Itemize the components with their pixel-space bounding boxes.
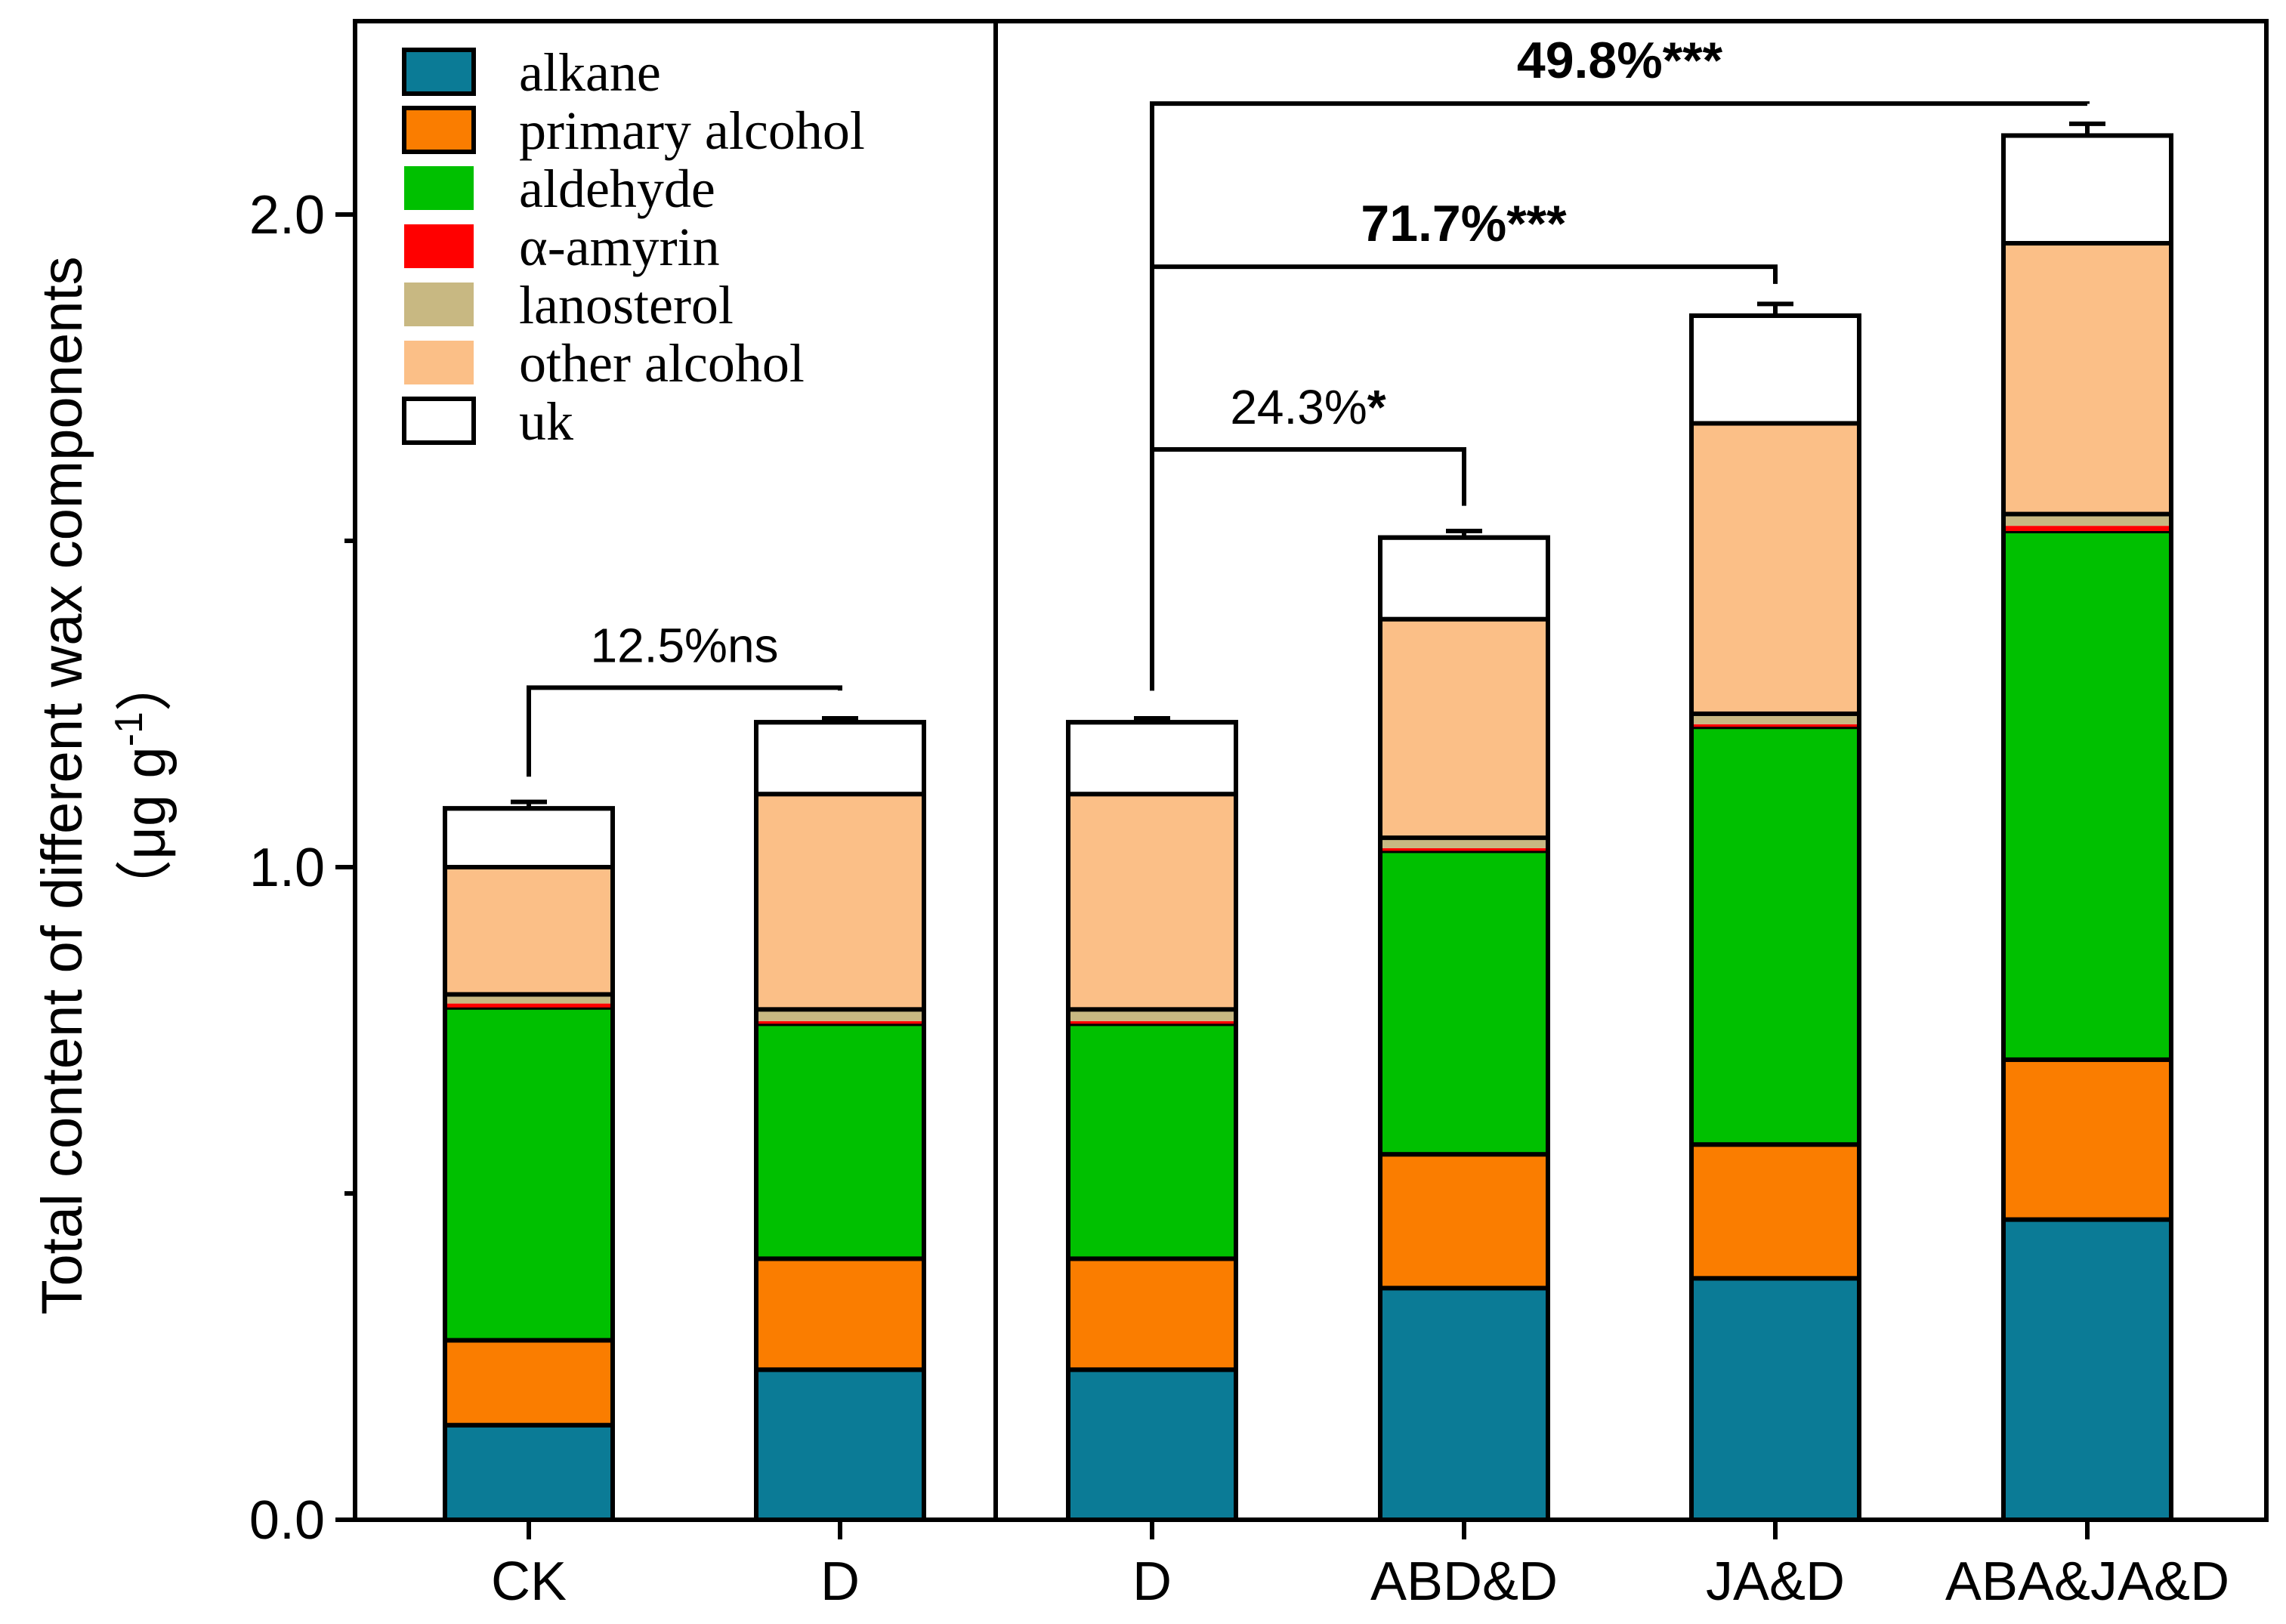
bracket-label-3: 49.8%*** bbox=[1517, 32, 1723, 89]
bracket-stars-3: *** bbox=[1663, 32, 1723, 89]
bar-segment-lanosterol-4 bbox=[1691, 713, 1859, 724]
legend-swatch-3 bbox=[404, 224, 474, 268]
bar-segment-otheralcohol-4 bbox=[1689, 421, 1861, 716]
bar-segment-otheralcohol-0 bbox=[443, 865, 615, 997]
bar-segment-alkane-3 bbox=[1378, 1286, 1550, 1523]
y-axis-title-unit: （μg g bbox=[113, 746, 178, 916]
x-tick-label-2: D bbox=[1132, 1551, 1172, 1612]
bar-segment-uk-4 bbox=[1689, 313, 1861, 426]
bar-segment-amyrin-5 bbox=[2003, 526, 2171, 532]
bracket-0 bbox=[527, 685, 842, 777]
bar-segment-alkane-5 bbox=[2001, 1217, 2173, 1523]
bar-segment-uk-2 bbox=[1066, 720, 1238, 797]
bar-segment-primaryalcohol-2 bbox=[1066, 1256, 1238, 1372]
bar-segment-otheralcohol-3 bbox=[1378, 616, 1550, 841]
bar-segment-primaryalcohol-4 bbox=[1689, 1142, 1861, 1281]
y-axis-title-superscript: -1 bbox=[107, 712, 151, 746]
x-tick-label-4: JA&D bbox=[1706, 1551, 1845, 1612]
bracket-label-text-0: 12.5%ns bbox=[590, 618, 778, 672]
plot-frame bbox=[353, 19, 2269, 1522]
bar-segment-primaryalcohol-3 bbox=[1378, 1152, 1550, 1291]
bar-segment-aldehyde-5 bbox=[2001, 529, 2173, 1062]
legend-label-3: α-amyrin bbox=[519, 217, 720, 277]
legend-label-5: other alcohol bbox=[519, 333, 805, 394]
bar-segment-otheralcohol-1 bbox=[754, 792, 926, 1012]
bar-segment-alkane-2 bbox=[1066, 1367, 1238, 1523]
legend-label-2: aldehyde bbox=[519, 159, 715, 219]
bracket-stars-1: * bbox=[1367, 380, 1386, 434]
legend-swatch-4 bbox=[404, 283, 474, 326]
x-tick-label-1: D bbox=[820, 1551, 860, 1612]
bracket-label-text-3: 49.8% bbox=[1517, 32, 1663, 89]
bar-segment-lanosterol-0 bbox=[445, 994, 613, 1004]
bracket-label-text-1: 24.3% bbox=[1230, 380, 1367, 434]
bar-segment-otheralcohol-2 bbox=[1066, 792, 1238, 1012]
bracket-label-1: 24.3%* bbox=[1230, 380, 1386, 434]
y-tick-label-2: 2.0 bbox=[249, 185, 325, 245]
legend-label-0: alkane bbox=[519, 42, 661, 103]
bar-segment-lanosterol-5 bbox=[2003, 514, 2171, 526]
bar-segment-lanosterol-1 bbox=[756, 1009, 924, 1021]
y-tick-label-0: 0.0 bbox=[249, 1490, 325, 1551]
bar-segment-primaryalcohol-0 bbox=[443, 1338, 615, 1428]
bar-segment-alkane-0 bbox=[443, 1422, 615, 1522]
bar-segment-amyrin-0 bbox=[445, 1003, 613, 1008]
legend-label-6: uk bbox=[519, 391, 573, 452]
bar-segment-alkane-4 bbox=[1689, 1276, 1861, 1522]
y-tick-label-1: 1.0 bbox=[249, 838, 325, 898]
bar-segment-lanosterol-3 bbox=[1380, 838, 1548, 848]
x-tick-label-0: CK bbox=[491, 1551, 567, 1612]
bar-segment-aldehyde-2 bbox=[1066, 1021, 1238, 1261]
legend-label-4: lanosterol bbox=[519, 275, 734, 335]
bar-segment-lanosterol-2 bbox=[1068, 1009, 1236, 1021]
x-tick-label-3: ABD&D bbox=[1370, 1551, 1558, 1612]
bar-segment-amyrin-1 bbox=[756, 1020, 924, 1024]
bracket-label-0: 12.5%ns bbox=[590, 618, 778, 672]
bracket-label-2: 71.7%*** bbox=[1361, 195, 1567, 252]
bar-segment-alkane-1 bbox=[754, 1367, 926, 1523]
legend-swatch-2 bbox=[404, 166, 474, 210]
plot-area bbox=[443, 121, 2173, 1523]
bar-segment-aldehyde-0 bbox=[443, 1005, 615, 1343]
bar-segment-amyrin-4 bbox=[1691, 724, 1859, 727]
legend-swatch-0 bbox=[402, 48, 476, 96]
x-tick-label-5: ABA&JA&D bbox=[1945, 1551, 2229, 1612]
bar-segment-aldehyde-1 bbox=[754, 1021, 926, 1261]
legend-label-1: primary alcohol bbox=[519, 100, 865, 161]
bar-segment-otheralcohol-5 bbox=[2001, 241, 2173, 517]
bar-segment-amyrin-2 bbox=[1068, 1020, 1236, 1024]
y-axis-title-line2: （μg g-1） bbox=[107, 654, 178, 917]
bar-segment-aldehyde-4 bbox=[1689, 724, 1861, 1147]
bar-segment-uk-0 bbox=[443, 806, 615, 869]
bar-segment-uk-3 bbox=[1378, 535, 1550, 622]
legend-swatch-5 bbox=[404, 341, 474, 384]
axes: CK D D ABD&D JA&D ABA&JA&D 0.0 1.0 2.0 Total cont… bbox=[30, 19, 2269, 1612]
bar-segment-uk-1 bbox=[754, 720, 926, 797]
bracket-label-text-2: 71.7% bbox=[1361, 195, 1506, 252]
bar-segment-amyrin-3 bbox=[1380, 848, 1548, 851]
bracket-stars-2: *** bbox=[1506, 195, 1567, 252]
bar-segment-primaryalcohol-5 bbox=[2001, 1057, 2173, 1222]
bar-segment-aldehyde-3 bbox=[1378, 848, 1550, 1157]
bracket-3 bbox=[1150, 101, 2090, 691]
y-axis-title-close: ） bbox=[113, 654, 178, 712]
bar-segment-uk-5 bbox=[2001, 133, 2173, 246]
legend-swatch-6 bbox=[402, 397, 476, 445]
y-axis-title-line1: Total content of different wax component… bbox=[30, 256, 94, 1314]
legend-swatch-1 bbox=[402, 106, 476, 154]
bar-segment-primaryalcohol-1 bbox=[754, 1256, 926, 1372]
